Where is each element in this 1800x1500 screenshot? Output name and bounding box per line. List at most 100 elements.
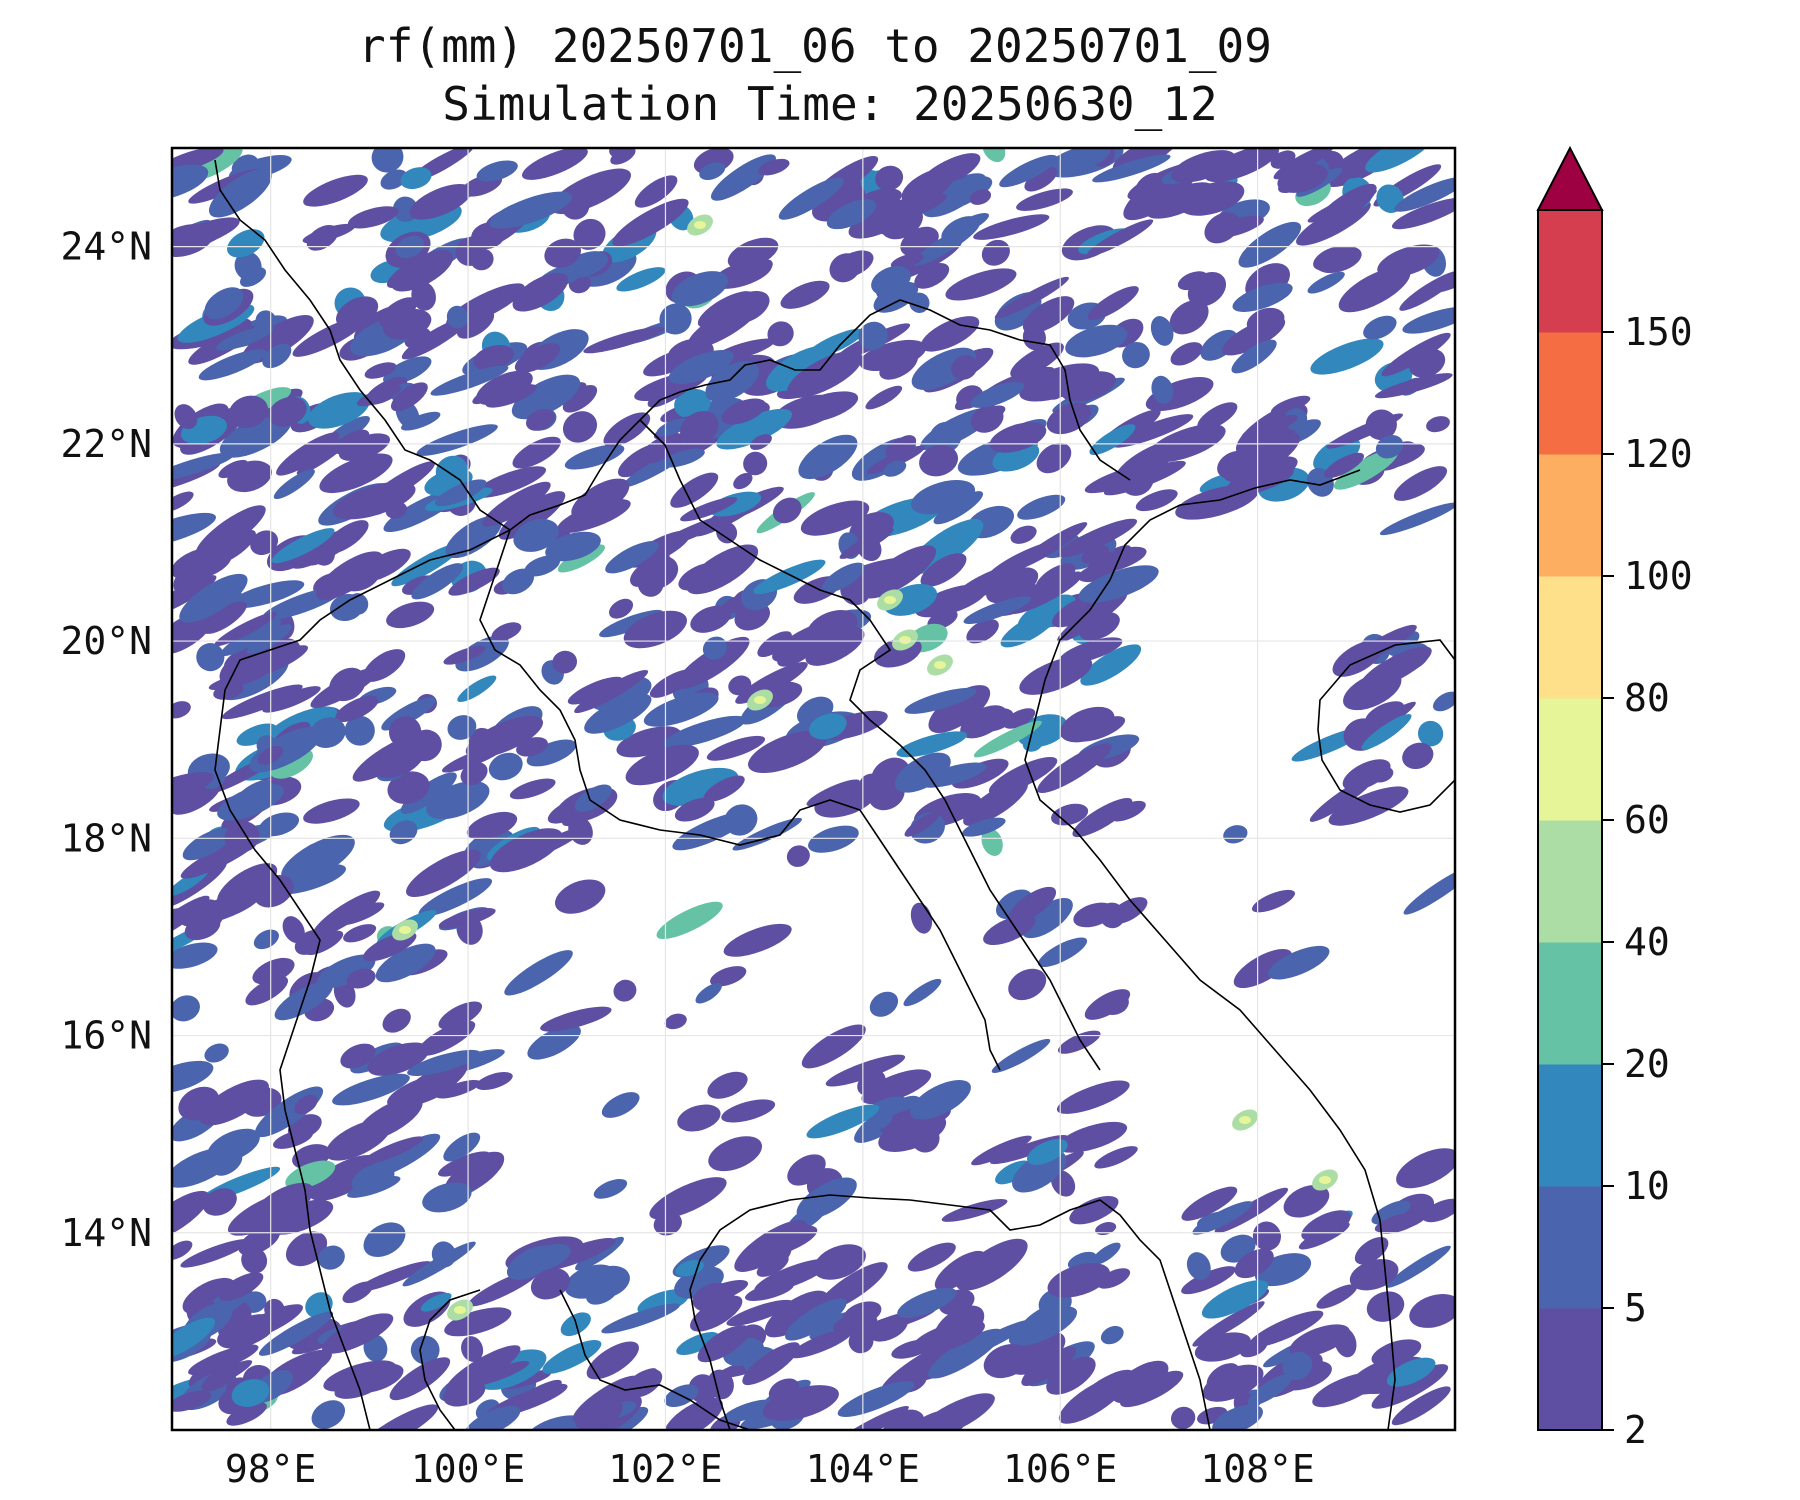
rain-cell [1225,466,1294,496]
rain-cell [485,384,537,408]
rain-cell [705,360,759,402]
rain-cell [707,1071,748,1099]
rain-cell [675,1259,704,1277]
rain-cell [443,1132,481,1162]
rain-cell [417,1020,476,1056]
rain-cell [951,355,978,380]
lat-tick-label: 20°N [60,619,152,663]
rain-cell [754,1258,831,1294]
rain-cell [430,365,509,396]
rain-cell [1017,494,1066,520]
rain-cell [182,828,233,861]
rain-cell [401,317,469,360]
rain-cell [1187,272,1227,307]
rain-cell [837,1381,915,1418]
rain-cell [1372,766,1394,783]
rain-cell [310,717,346,748]
rain-cell [383,356,432,385]
rain-cell [601,1092,640,1118]
rain-cell [1150,316,1174,346]
rain-cell [340,1043,376,1069]
border-china-laos [509,419,641,531]
rain-cell [304,842,327,858]
rain-cell [609,148,632,158]
rain-cell [1307,271,1345,294]
rain-cell [364,362,397,379]
rain-cell [1057,592,1128,643]
rain-cell [724,804,758,836]
rain-cell [522,1243,571,1272]
rain-cell [1073,902,1115,928]
rain-cell [552,650,578,674]
rain-cell [1374,1212,1425,1233]
rain-cell [1072,797,1133,838]
lat-tick-label: 16°N [60,1014,152,1058]
rain-cell [743,451,768,476]
colorbar-segment [1538,332,1602,455]
rain-cell [956,1238,1028,1291]
rain-cell [969,189,992,205]
rain-cell [172,610,214,655]
rain-cell [306,224,339,251]
rain-cell [379,297,418,328]
lat-tick-label: 22°N [60,422,152,466]
rain-cell [344,715,375,746]
rain-cell [674,797,715,822]
rain-cell [438,908,496,929]
rain-cell [1197,402,1238,431]
map-panel: 98°E 100°E 102°E 104°E 106°E 108°E 24°N 22°N 20… [60,146,1457,1491]
rain-cell [1100,1325,1124,1345]
rain-cell [1078,565,1159,603]
rain-cell [883,460,907,477]
rain-cell [461,1152,504,1182]
rain-cell [692,1282,735,1313]
rain-cell [757,631,792,658]
colorbar-segment [1538,942,1602,1065]
rain-cell [894,752,951,793]
rain-cell [455,236,486,266]
rain-cell [1366,1291,1405,1322]
rain-cell [613,979,637,1002]
rain-core-peak [1239,1116,1251,1124]
rain-cell [1181,1266,1236,1295]
rain-cell [670,472,719,508]
rain-cell [677,1104,721,1132]
rain-cell [1192,1201,1253,1235]
lon-tick-label: 100°E [411,1447,525,1491]
rain-cell [1316,1284,1358,1309]
rain-cell [1273,148,1335,180]
rain-cell [467,1360,530,1387]
rain-cell [1013,522,1088,570]
rain-cell [542,1339,602,1374]
rain-cell [443,645,486,665]
rain-cell [962,817,1006,837]
rain-cell [562,411,598,443]
rain-cell [1350,624,1417,664]
rain-cell [1151,375,1174,404]
rain-cell [882,1409,925,1430]
rain-cell [435,1079,481,1099]
rain-cell [881,1343,950,1392]
rain-cell [361,1136,424,1165]
rain-cell [766,345,836,392]
border-laos-thailand [479,529,1001,1071]
rain-cell [690,605,731,633]
rain-cell [456,309,495,339]
rain-cell [346,968,376,989]
rain-cell [1375,435,1404,459]
rain-cell [690,1295,743,1332]
rain-cell [1046,402,1092,435]
border-china-vietnam [639,299,1131,481]
rain-cell [716,408,792,450]
rain-cell [1069,1195,1119,1225]
rain-cell [869,1315,908,1342]
rain-cell [303,174,368,207]
rain-cell [1394,176,1455,212]
rain-cell [983,914,1036,946]
rain-cell [825,1054,906,1087]
rain-cell [222,684,303,720]
rain-cell [1065,324,1128,358]
rain-cell [805,626,865,666]
rain-cell [829,253,861,283]
